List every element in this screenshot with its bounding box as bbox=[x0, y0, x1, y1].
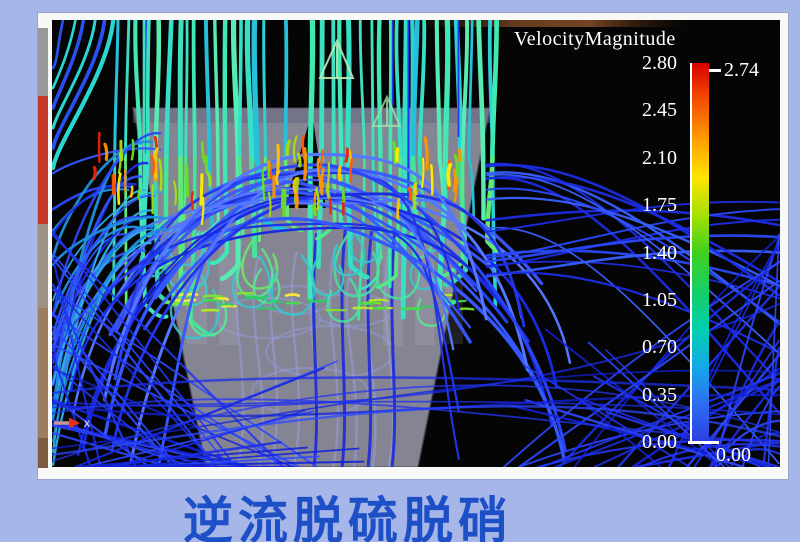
photo-edge-segment bbox=[38, 308, 48, 438]
photo-edge-segment bbox=[38, 28, 48, 96]
colorbar-tick-label: 0.00 bbox=[642, 431, 677, 453]
colorbar-base-line bbox=[688, 441, 719, 444]
colorbar-tick-label: 1.05 bbox=[642, 288, 677, 311]
cfd-screenshot-frame: x VelocityMagnitude 2.80 2.45 2.10 1.75 1.40… bbox=[38, 13, 788, 479]
photo-edge-segment bbox=[38, 224, 48, 308]
colorbar-tick-label: 2.10 bbox=[642, 146, 677, 169]
max-marker-label: 2.74 bbox=[724, 59, 759, 81]
colorbar bbox=[690, 63, 709, 443]
colorbar-tick-label: 0.35 bbox=[642, 383, 677, 406]
colorbar-tick-label: 0.70 bbox=[642, 336, 677, 359]
min-marker-label: 0.00 bbox=[716, 444, 751, 466]
axis-triad: x bbox=[54, 416, 90, 430]
colorbar-title: VelocityMagnitude bbox=[514, 28, 676, 50]
max-marker-line bbox=[709, 69, 721, 72]
colorbar-tick-label: 2.80 bbox=[642, 52, 677, 74]
photo-edge-segment bbox=[38, 438, 48, 468]
streamlines-group bbox=[52, 20, 780, 467]
colorbar-tick-label: 1.40 bbox=[642, 241, 677, 264]
streamline-canvas: x bbox=[52, 20, 780, 467]
cfd-canvas: x VelocityMagnitude 2.80 2.45 2.10 1.75 1.40… bbox=[52, 20, 780, 467]
x-axis-label: x bbox=[84, 416, 90, 430]
background-photo-edge bbox=[38, 28, 48, 468]
x-axis-arrowhead bbox=[69, 417, 80, 429]
photo-edge-segment bbox=[38, 96, 48, 224]
colorbar-tick-label: 2.45 bbox=[642, 99, 677, 122]
colorbar-tick-label: 1.75 bbox=[642, 194, 677, 217]
caption: 逆流脱硫脱硝 bbox=[183, 492, 513, 542]
